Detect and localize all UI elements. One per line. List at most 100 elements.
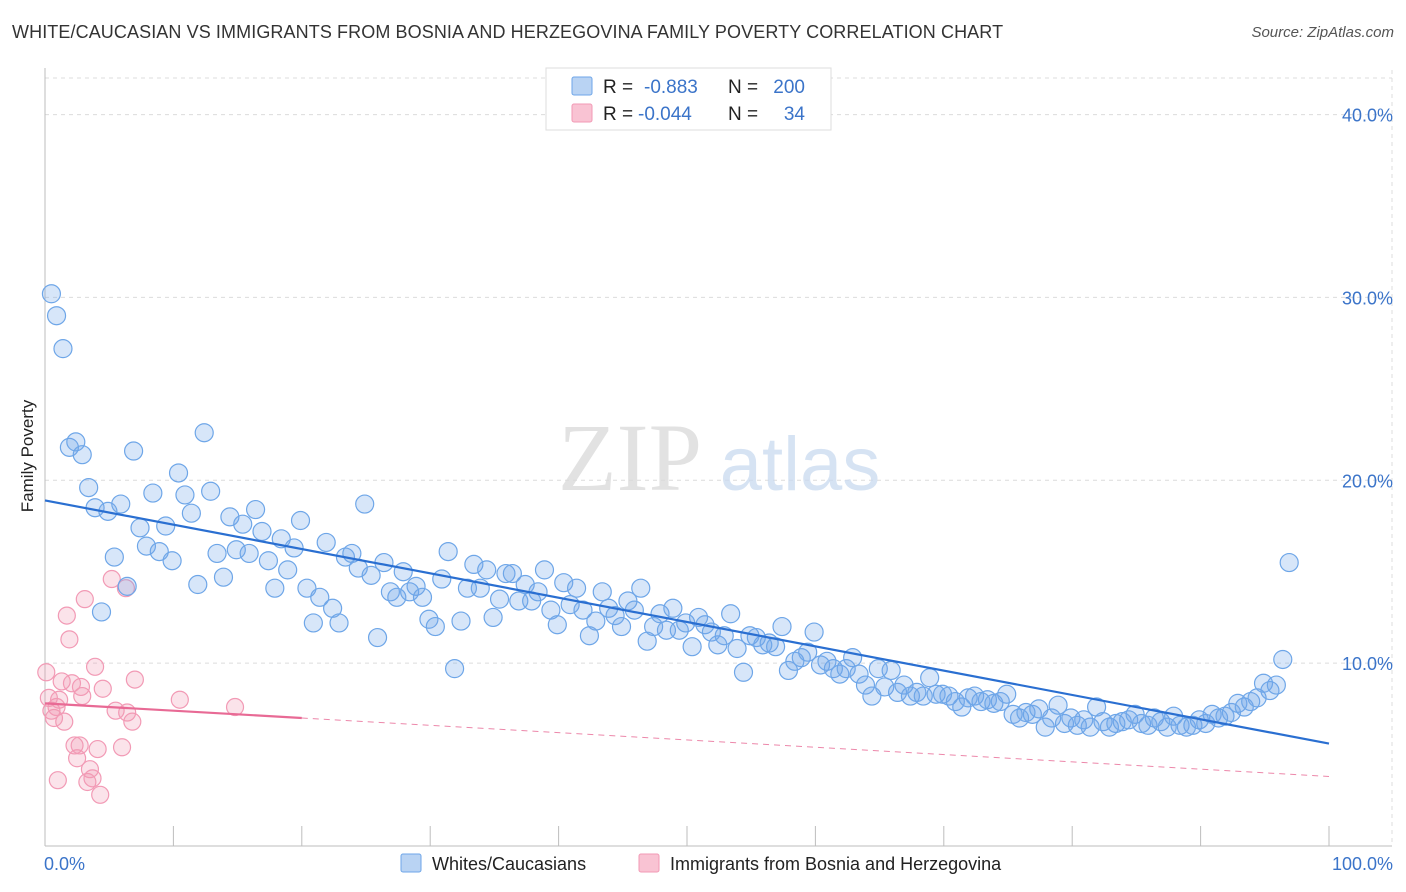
y-tick-label: 40.0% [1342, 106, 1393, 126]
point-whites [547, 615, 567, 635]
point-whites [444, 659, 465, 679]
point-whites [265, 578, 285, 598]
point-immigrants [48, 771, 67, 790]
point-immigrants [93, 679, 112, 698]
watermark-zip: ZIP [558, 404, 702, 511]
point-immigrants [71, 677, 91, 697]
point-whites [46, 306, 67, 326]
point-immigrants [116, 579, 135, 598]
watermark-atlas: atlas [720, 422, 881, 507]
point-whites [586, 611, 606, 631]
chart-title: WHITE/CAUCASIAN VS IMMIGRANTS FROM BOSNI… [12, 22, 1004, 42]
legend-r-value-whites: -0.883 [644, 77, 698, 98]
point-whites [997, 684, 1017, 704]
point-immigrants [125, 670, 144, 689]
point-whites [303, 613, 323, 633]
point-whites [1273, 649, 1293, 670]
point-whites [605, 605, 625, 626]
point-whites [316, 532, 336, 553]
point-whites [1074, 710, 1094, 730]
point-whites [188, 574, 208, 595]
legend-swatch-immigrants [571, 103, 593, 123]
point-whites [387, 587, 407, 607]
gridlines [45, 70, 1393, 846]
point-immigrants [60, 630, 79, 649]
point-whites [772, 616, 792, 637]
point-immigrants [85, 657, 105, 676]
legend-top: R = -0.883 N = 200 R = -0.044 N = 34 [545, 67, 832, 131]
point-whites [920, 668, 940, 688]
point-whites [181, 503, 201, 523]
point-whites [156, 516, 176, 536]
point-whites [258, 551, 279, 571]
point-whites [1016, 702, 1036, 723]
point-whites [817, 651, 837, 671]
point-immigrants [62, 674, 82, 693]
point-whites [1279, 552, 1299, 573]
point-immigrants [57, 606, 76, 625]
point-whites [881, 660, 901, 681]
point-whites [201, 481, 221, 501]
legend-r-value-immigrants: -0.044 [638, 104, 692, 125]
legend-bottom-swatch-whites [400, 853, 422, 873]
point-whites [573, 600, 593, 620]
point-whites [419, 609, 439, 629]
legend-n-value-whites: 200 [773, 77, 805, 98]
x-tick-label: 0.0% [44, 854, 85, 874]
point-whites [367, 627, 388, 648]
point-whites [611, 616, 632, 637]
point-whites [1099, 717, 1120, 737]
point-whites [1215, 706, 1235, 726]
point-whites [393, 562, 413, 582]
point-whites [213, 567, 234, 587]
legend-bottom-label-whites: Whites/Caucasians [432, 854, 586, 874]
trend-line-immigrants [44, 702, 302, 720]
legend-n-label-whites: N = [728, 77, 758, 98]
legend-swatch-whites [571, 76, 593, 96]
y-tick-label: 10.0% [1342, 654, 1393, 674]
point-whites [162, 551, 182, 571]
point-whites [239, 543, 259, 564]
point-whites [72, 445, 92, 465]
point-whites [432, 569, 452, 589]
point-whites [714, 626, 734, 646]
point-immigrants [50, 690, 69, 709]
point-whites [361, 565, 381, 585]
point-whites [958, 688, 978, 708]
point-whites [554, 573, 574, 593]
y-axis-label: Family Poverty [18, 399, 37, 513]
point-whites [682, 637, 702, 657]
point-whites [592, 582, 612, 602]
legend-n-value-immigrants: 34 [784, 104, 806, 125]
point-immigrants [83, 769, 102, 788]
point-whites [136, 536, 157, 556]
point-whites [329, 613, 349, 633]
point-whites [123, 441, 144, 461]
y-tick-labels: 10.0% 20.0% 30.0% 40.0% [1342, 106, 1393, 675]
point-whites [438, 541, 458, 562]
point-immigrants [91, 785, 110, 804]
point-whites [502, 563, 522, 584]
point-immigrants [70, 736, 89, 755]
point-whites [1080, 717, 1100, 737]
point-whites [631, 578, 651, 598]
legend-r-label-whites: R = [603, 77, 633, 98]
source-label: Source: ZipAtlas.com [1251, 24, 1394, 41]
point-whites [53, 339, 73, 359]
point-whites [207, 543, 227, 564]
legend-n-label-immigrants: N = [728, 104, 758, 125]
point-whites [489, 589, 510, 609]
point-whites [1106, 713, 1126, 734]
point-whites [233, 514, 253, 534]
x-tick-label: 100.0% [1332, 854, 1393, 874]
legend-bottom: Whites/Caucasians Immigrants from Bosnia… [400, 853, 1002, 874]
point-whites [810, 655, 831, 675]
point-whites [79, 478, 99, 498]
point-immigrants [55, 712, 74, 731]
point-whites [111, 494, 131, 514]
point-whites [836, 659, 856, 679]
point-whites [130, 518, 150, 538]
point-immigrants [37, 663, 56, 682]
point-whites [663, 598, 683, 618]
point-whites [310, 587, 330, 607]
